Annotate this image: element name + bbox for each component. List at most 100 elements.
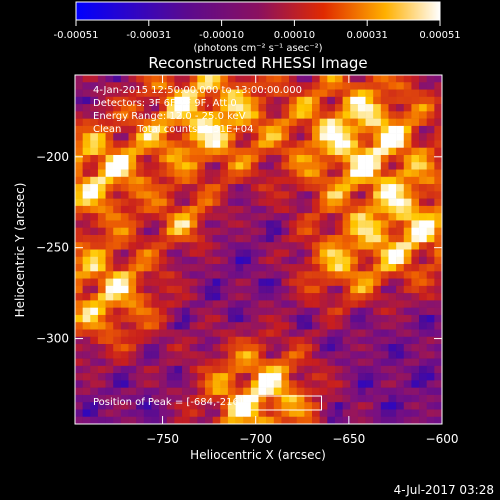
heatmap-cell	[166, 293, 175, 301]
heatmap-cell	[159, 140, 168, 149]
heatmap-cell	[197, 154, 206, 163]
heatmap-cell	[143, 300, 152, 308]
heatmap-cell	[373, 176, 382, 185]
heatmap-cell	[250, 293, 259, 301]
heatmap-cell	[426, 227, 435, 236]
heatmap-cell	[243, 285, 252, 294]
heatmap-cell	[166, 329, 175, 338]
heatmap-cell	[373, 394, 382, 403]
heatmap-cell	[365, 213, 374, 221]
heatmap-cell	[120, 104, 129, 112]
heatmap-cell	[312, 307, 320, 316]
heatmap-cell	[319, 271, 328, 279]
heatmap-cell	[166, 140, 175, 149]
heatmap-cell	[82, 242, 91, 250]
heatmap-cell	[334, 322, 343, 330]
heatmap-cell	[82, 205, 91, 214]
heatmap-cell	[82, 264, 91, 272]
heatmap-cell	[143, 344, 152, 352]
heatmap-cell	[204, 184, 213, 192]
heatmap-cell	[273, 118, 282, 127]
heatmap-cell	[120, 213, 129, 221]
heatmap-cell	[197, 176, 206, 185]
heatmap-cell	[419, 300, 428, 308]
heatmap-cell	[220, 314, 229, 323]
heatmap-cell	[396, 285, 405, 294]
heatmap-cell	[113, 169, 122, 178]
heatmap-cell	[365, 125, 374, 134]
heatmap-cell	[250, 176, 259, 185]
heatmap-cell	[75, 329, 83, 338]
heatmap-cell	[120, 220, 129, 228]
heatmap-cell	[243, 380, 252, 388]
heatmap-cell	[75, 387, 83, 396]
heatmap-cell	[312, 373, 320, 381]
heatmap-cell	[174, 162, 183, 170]
heatmap-cell	[411, 256, 420, 265]
heatmap-cell	[365, 358, 374, 367]
heatmap-cell	[327, 111, 336, 119]
heatmap-cell	[434, 154, 443, 163]
heatmap-cell	[373, 191, 382, 199]
heatmap-cell	[174, 344, 183, 352]
heatmap-cell	[411, 409, 420, 418]
heatmap-cell	[357, 365, 366, 374]
heatmap-cell	[403, 75, 412, 83]
heatmap-cell	[365, 322, 374, 330]
heatmap-cell	[90, 111, 99, 119]
heatmap-cell	[189, 314, 198, 323]
heatmap-cell	[426, 256, 435, 265]
heatmap-cell	[189, 249, 198, 258]
heatmap-cell	[166, 220, 175, 228]
heatmap-cell	[388, 169, 397, 178]
heatmap-cell	[342, 402, 351, 410]
heatmap-cell	[250, 234, 259, 243]
heatmap-cell	[403, 176, 412, 185]
heatmap-cell	[151, 169, 160, 178]
heatmap-cell	[350, 227, 359, 236]
heatmap-cell	[350, 82, 359, 90]
heatmap-cell	[365, 118, 374, 127]
heatmap-cell	[342, 249, 351, 258]
heatmap-cell	[189, 118, 198, 127]
heatmap-cell	[151, 336, 160, 345]
heatmap-cell	[312, 387, 320, 396]
heatmap-cell	[296, 111, 305, 119]
heatmap-cell	[411, 365, 420, 374]
heatmap-cell	[380, 336, 389, 345]
heatmap-cell	[235, 300, 244, 308]
heatmap-cell	[136, 394, 145, 403]
heatmap-cell	[266, 176, 275, 185]
heatmap-cell	[120, 82, 129, 90]
heatmap-cell	[75, 205, 83, 214]
heatmap-cell	[128, 300, 137, 308]
heatmap-cell	[113, 82, 122, 90]
heatmap-cell	[166, 147, 175, 156]
heatmap-cell	[136, 300, 145, 308]
heatmap-cell	[373, 256, 382, 265]
heatmap-cell	[266, 234, 275, 243]
heatmap-cell	[90, 191, 99, 199]
heatmap-cell	[327, 169, 336, 178]
heatmap-cell	[174, 402, 183, 410]
heatmap-cell	[97, 169, 106, 178]
heatmap-cell	[182, 104, 190, 112]
heatmap-cell	[426, 307, 435, 316]
heatmap-cell	[182, 198, 190, 207]
heatmap-cell	[380, 205, 389, 214]
heatmap-cell	[258, 380, 267, 388]
heatmap-cell	[97, 242, 106, 250]
colorbar-tick-label: 0.00010	[274, 30, 315, 41]
heatmap-cell	[220, 351, 229, 359]
heatmap-cell	[419, 249, 428, 258]
heatmap-cell	[113, 314, 122, 323]
heatmap-cell	[350, 111, 359, 119]
heatmap-cell	[182, 220, 190, 228]
heatmap-cell	[227, 89, 236, 98]
heatmap-cell	[434, 373, 443, 381]
heatmap-cell	[82, 176, 91, 185]
heatmap-cell	[166, 213, 175, 221]
heatmap-cell	[243, 402, 252, 410]
heatmap-cell	[113, 380, 122, 388]
heatmap-cell	[342, 154, 351, 163]
